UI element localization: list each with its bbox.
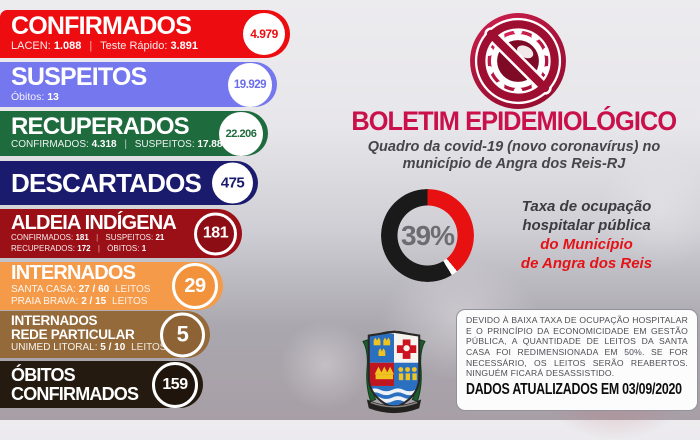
stat-sub-value: 27 / 60 [78,283,110,295]
separator: | [89,39,93,52]
stat-title: ÓBITOS [11,365,76,386]
stat-sub-label: CONFIRMADOS: [11,233,74,243]
stat-bar-confirmados: CONFIRMADOS LACEN: 1.088 | Teste Rápido:… [0,10,290,58]
stat-sub-value: 5 / 10 [100,342,126,354]
stat-sub-suffix: LEITOS [115,283,151,295]
occupancy-label-line2: hospitalar pública [522,217,651,234]
separator: | [96,233,99,243]
stat-sub-value: 1.088 [53,39,82,52]
occupancy-donut [381,189,474,282]
stat-badge: 4.979 [243,13,285,55]
stat-badge: 475 [212,162,253,204]
stat-subline: SANTA CASA: 27 / 60 LEITOS [11,284,223,297]
bulletin-subtitle: Quadro da covid-19 (novo coronavírus) no… [330,139,698,173]
stat-title: DESCARTADOS [11,167,202,198]
stat-badge: 19.929 [228,62,272,107]
occupancy-label-line3: do Município [540,236,633,253]
stat-sub-value: 2 / 15 [81,296,107,308]
stat-bar-recuperados: RECUPERADOS CONFIRMADOS: 4.318 | SUSPEIT… [0,111,268,156]
bulletin-title: BOLETIM EPIDEMIOLÓGICO [330,106,698,137]
stat-sub-value: 4.318 [91,139,117,151]
stat-sub-label: ÓBITOS: [107,243,140,253]
stat-subline: RECUPERADOS: 172 | ÓBITOS: 1 [11,244,242,254]
stat-subline: CONFIRMADOS: 4.318 | SUSPEITOS: 17.888 [11,139,268,152]
stat-sub-label: LACEN: [11,39,51,52]
bulletin-subtitle-line2: município de Angra dos Reis-RJ [402,156,626,172]
stat-subline: LACEN: 1.088 | Teste Rápido: 3.891 [11,40,290,54]
stat-subline: PRAIA BRAVA: 2 / 15 LEITOS [11,296,223,309]
stat-badge: 159 [152,361,198,408]
stat-sub-value: 17.888 [197,139,228,151]
notice-body: DEVIDO À BAIXA TAXA DE OCUPAÇÃO HOSPITAL… [466,315,688,379]
no-virus-icon [467,10,569,112]
stat-sub-label: SANTA CASA: [11,283,76,295]
stat-bar-descartados: DESCARTADOS 475 [0,161,258,205]
stat-title-line2: CONFIRMADOS [11,383,139,404]
stat-bar-internados-rede-particular: INTERNADOS REDE PARTICULAR UNIMED LITORA… [0,311,210,358]
stat-title: INTERNADOS [11,313,98,329]
stat-sub-label: UNIMED LITORAL: [11,342,98,354]
no-virus-icon-svg [470,13,566,109]
bulletin-title-text: BOLETIM EPIDEMIOLÓGICO [351,106,678,136]
city-coat-of-arms [352,324,436,416]
stat-badge: 22.206 [219,111,263,156]
stat-title: CONFIRMADOS [11,12,192,41]
separator: | [124,139,127,151]
stat-sub-label: Teste Rápido: [100,39,168,52]
stat-sub-label: PRAIA BRAVA: [11,296,79,308]
occupancy-percent: 39% [400,219,455,251]
separator: | [97,243,100,253]
stat-title: SUSPEITOS [11,63,147,92]
stat-subline: UNIMED LITORAL: 5 / 10 LEITOS [11,342,210,355]
stat-sub-label: SUSPEITOS: [105,233,154,243]
stat-bar-suspeitos: SUSPEITOS Óbitos: 13 19.929 [0,62,277,107]
stat-subline: CONFIRMADOS: 181 | SUSPEITOS: 21 [11,233,242,243]
stat-title: INTERNADOS [11,262,136,285]
stat-sub-label: CONFIRMADOS: [11,139,89,151]
coat-of-arms-svg [362,330,426,414]
notice-box: DEVIDO À BAIXA TAXA DE OCUPAÇÃO HOSPITAL… [456,309,698,411]
stat-sub-value: 1 [141,243,147,253]
stat-sub-label: Óbitos: [11,90,45,103]
stat-bar-aldeia-indigena: ALDEIA INDÍGENA CONFIRMADOS: 181 | SUSPE… [0,209,242,258]
stat-title: RECUPERADOS [11,113,190,141]
stat-sub-label: RECUPERADOS: [11,243,76,253]
stat-badge: 5 [160,312,205,357]
notice-updated-date: DADOS ATUALIZADOS EM 03/09/2020 [466,380,682,398]
stat-badge: 181 [194,212,237,255]
stat-subline: Óbitos: 13 [11,91,277,104]
bulletin-subtitle-line1: Quadro da covid-19 (novo coronavírus) no [367,139,661,155]
stat-sub-suffix: LEITOS [131,342,167,354]
stat-sub-value: 3.891 [170,39,198,52]
occupancy-label-line1: Taxa de ocupação [521,198,652,215]
stat-sub-suffix: LEITOS [112,296,148,308]
occupancy-label: Taxa de ocupação hospitalar pública do M… [473,197,700,273]
stat-badge: 29 [172,263,218,309]
stat-sub-value: 21 [155,233,165,243]
stat-title-line2: REDE PARTICULAR [11,327,135,343]
occupancy-label-line4: de Angra dos Reis [520,255,653,272]
stat-sub-value: 181 [75,233,89,243]
stat-sub-label: SUSPEITOS: [134,139,195,151]
stat-bar-obitos-confirmados: ÓBITOS CONFIRMADOS 159 [0,361,203,408]
stat-bar-internados: INTERNADOS SANTA CASA: 27 / 60 LEITOS PR… [0,262,223,310]
stat-sub-value: 172 [77,243,91,253]
stat-sub-value: 13 [47,90,59,103]
stat-title: ALDEIA INDÍGENA [11,211,177,234]
